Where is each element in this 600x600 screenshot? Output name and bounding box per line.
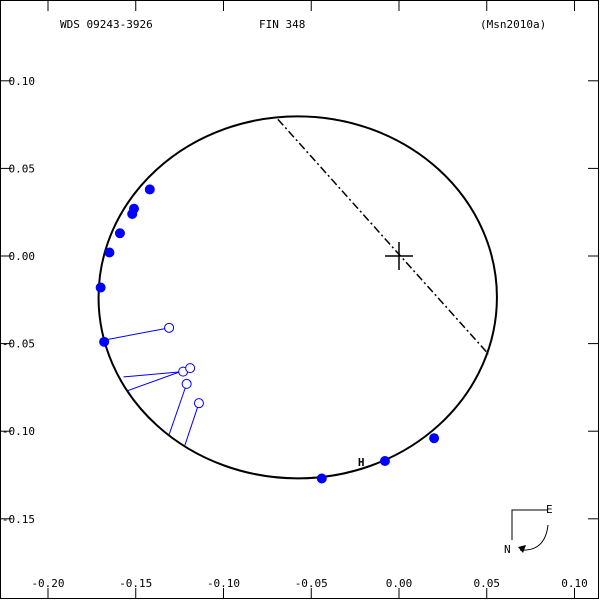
filled-point <box>379 455 390 466</box>
header-right: (Msn2010a) <box>480 18 546 31</box>
y-tick-label: 0.10 <box>9 75 36 88</box>
residual-line <box>168 383 188 435</box>
residual-line <box>104 327 170 341</box>
x-tick-label: -0.05 <box>295 577 328 590</box>
filled-measurements <box>95 184 440 484</box>
open-point <box>185 363 196 374</box>
y-tick-label: -0.15 <box>2 513 35 526</box>
line-of-nodes <box>277 118 490 355</box>
north-label: N <box>504 543 511 556</box>
filled-point <box>127 208 138 219</box>
y-tick-label: 0.00 <box>9 250 36 263</box>
open-point <box>164 322 175 333</box>
header-left: WDS 09243-3926 <box>60 18 153 31</box>
filled-point <box>144 184 155 195</box>
x-tick-label: 0.10 <box>561 577 588 590</box>
primary-star-marker <box>385 242 413 270</box>
filled-point <box>316 473 327 484</box>
y-tick-label: -0.10 <box>2 425 35 438</box>
x-axis-ticks: -0.20 -0.15 -0.10 -0.05 0.00 0.05 0.10 <box>31 1 588 598</box>
open-measurements <box>164 322 204 409</box>
marker-label-h: H <box>358 456 365 469</box>
orbit-ellipse <box>97 115 498 480</box>
open-point <box>193 398 204 409</box>
residual-line <box>184 403 200 446</box>
residual-line <box>123 371 184 378</box>
orientation-indicator: E N <box>504 503 553 556</box>
x-tick-label: -0.10 <box>207 577 240 590</box>
y-tick-label: -0.05 <box>2 338 35 351</box>
x-tick-label: -0.20 <box>31 577 64 590</box>
x-tick-label: 0.00 <box>386 577 413 590</box>
filled-point <box>99 336 110 347</box>
east-label: E <box>546 503 553 516</box>
filled-point <box>95 282 106 293</box>
x-tick-label: 0.05 <box>474 577 501 590</box>
orientation-arrow-head <box>518 545 526 553</box>
filled-point <box>114 228 125 239</box>
y-axis-ticks: 0.10 0.05 0.00 -0.05 -0.10 -0.15 <box>1 75 598 526</box>
y-tick-label: 0.05 <box>9 162 36 175</box>
open-point <box>181 378 192 389</box>
filled-point <box>429 433 440 444</box>
filled-point <box>104 247 115 258</box>
x-tick-label: -0.15 <box>119 577 152 590</box>
orientation-bracket <box>511 509 548 540</box>
header-center: FIN 348 <box>259 18 305 31</box>
